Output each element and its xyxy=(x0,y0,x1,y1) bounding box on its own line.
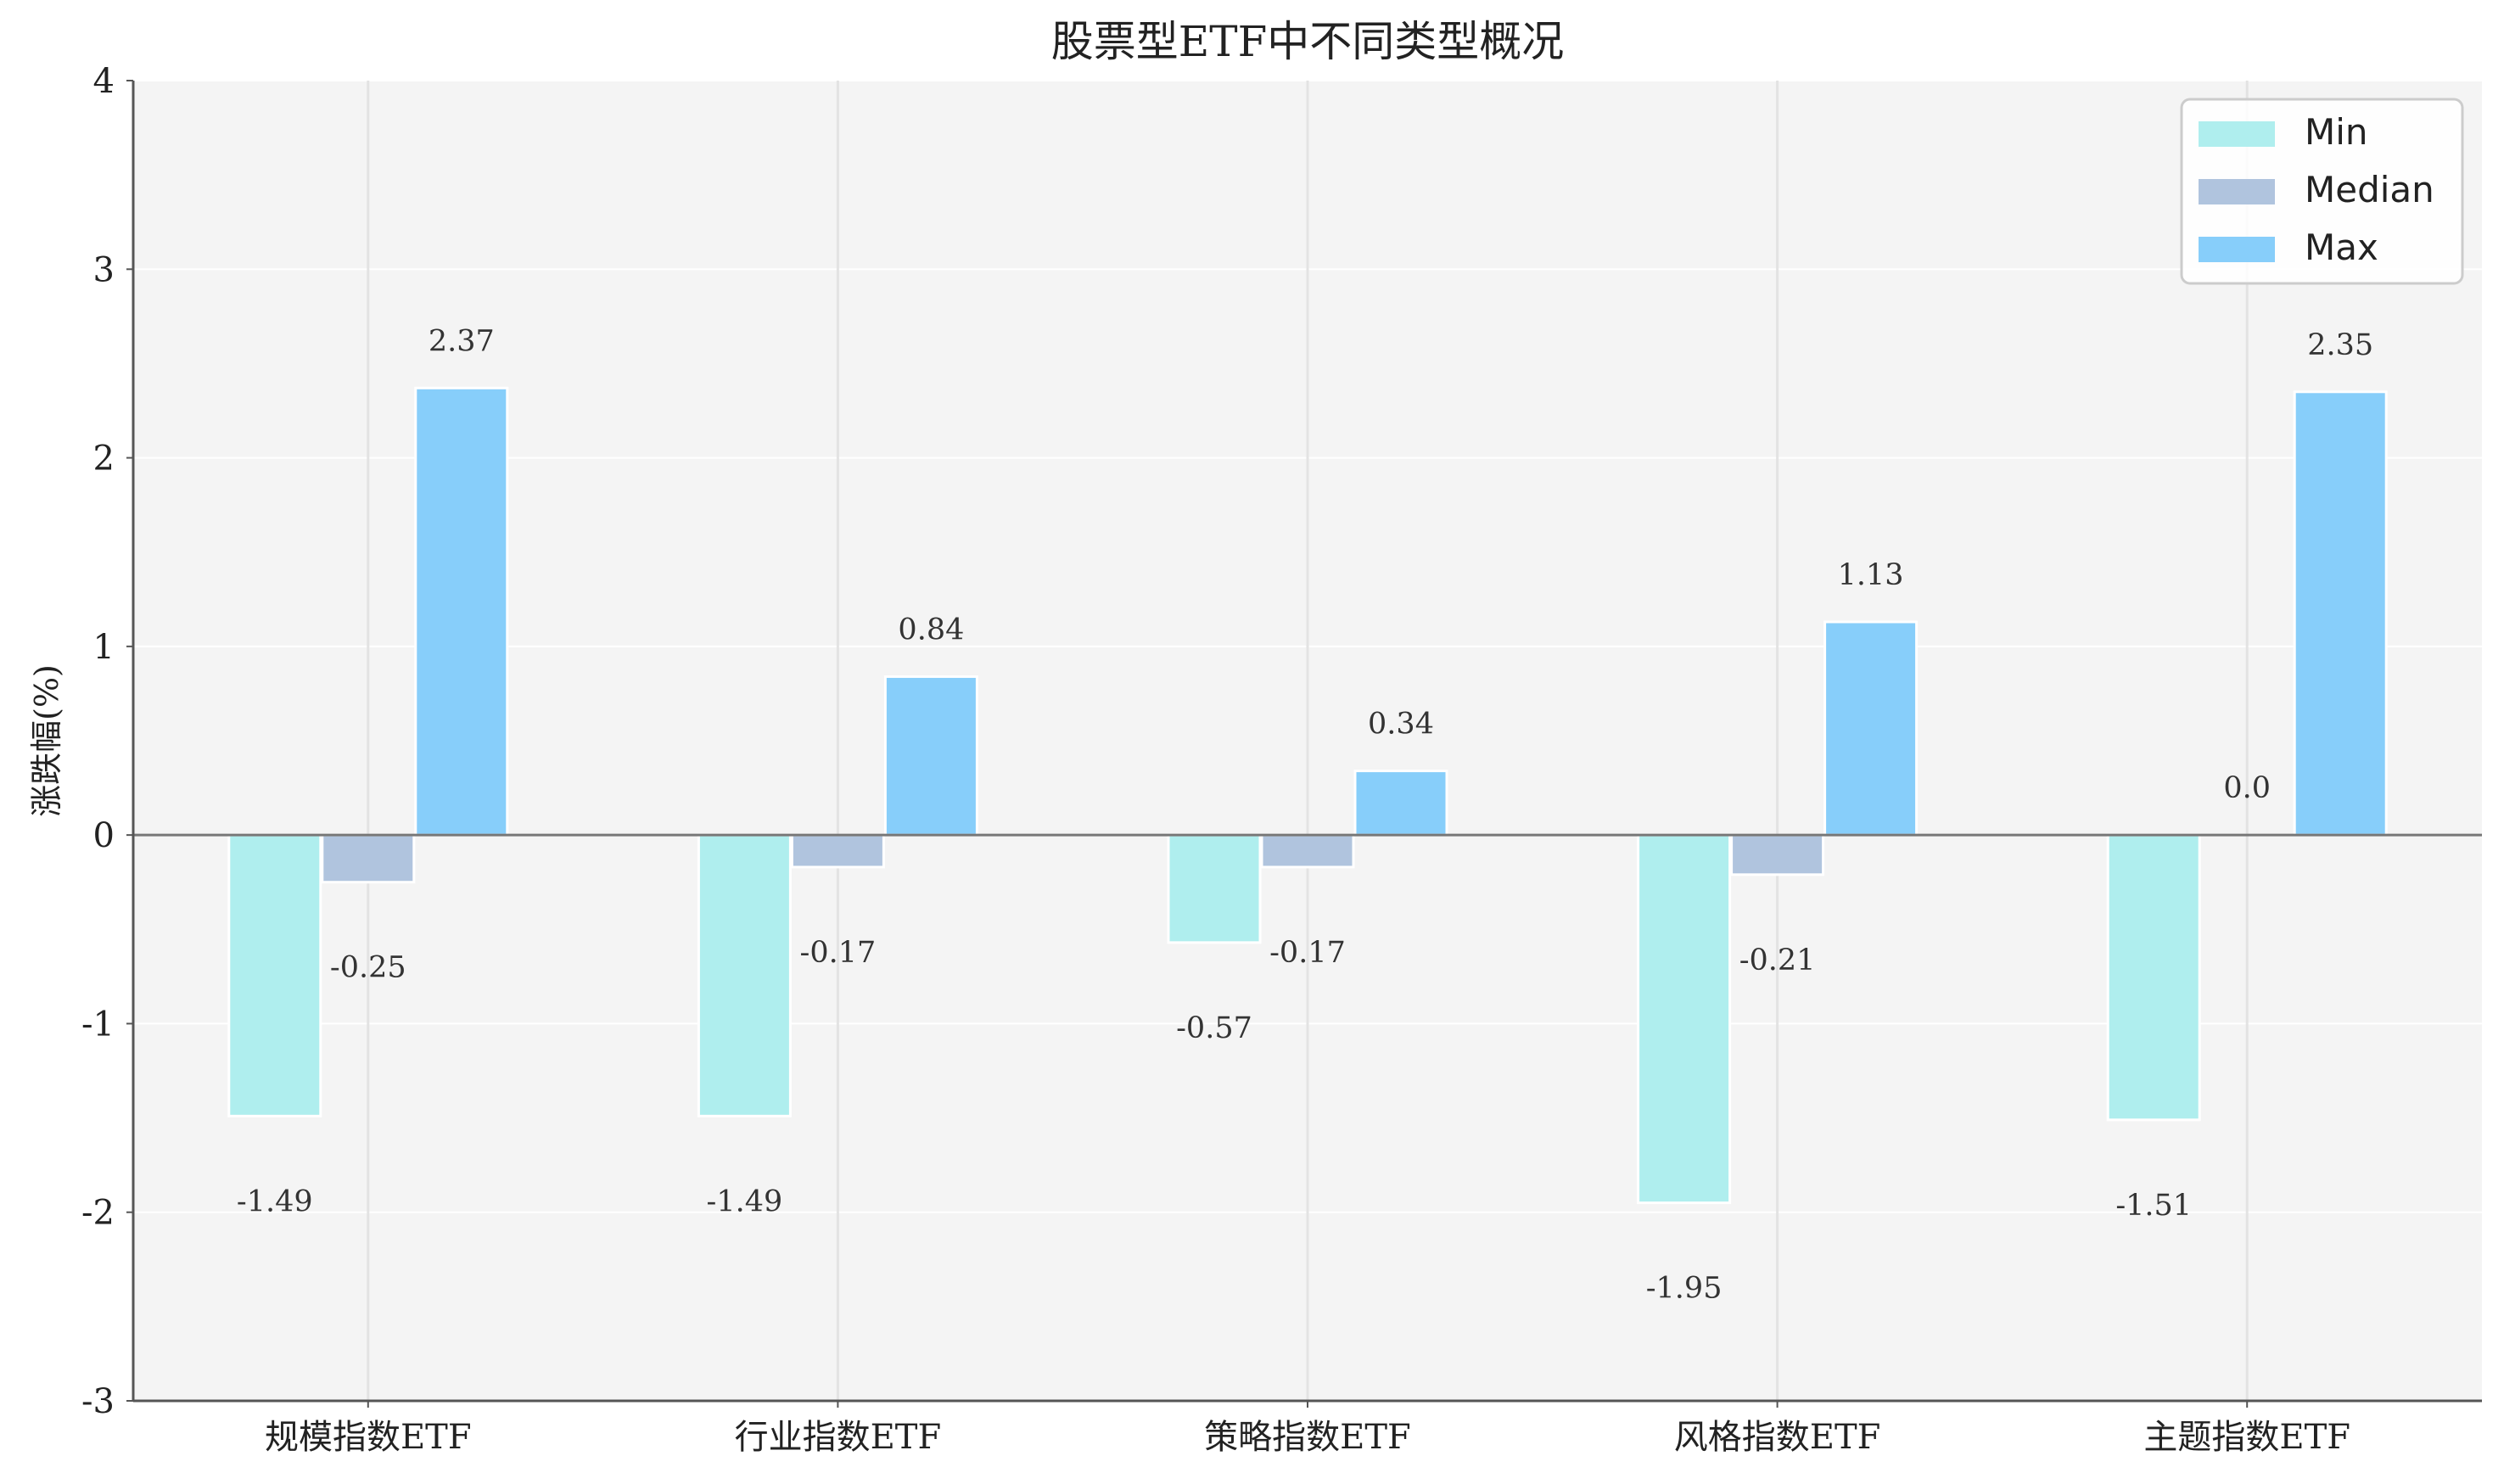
data-label: 0.0 xyxy=(2223,771,2271,805)
y-tick-label: 3 xyxy=(93,250,115,289)
data-label: -0.17 xyxy=(800,936,877,970)
axes: -3 -2 -1 0 1 2 3 4 规模指数ETF 行业指数ETF 策略指数ETF 风格指数ETF 主… xyxy=(81,62,2482,1457)
bar-median xyxy=(321,833,416,884)
data-label: 2.37 xyxy=(429,324,495,358)
legend-label: Median xyxy=(2305,169,2434,210)
data-label: -0.25 xyxy=(330,951,406,985)
bar-min xyxy=(1167,833,1262,944)
legend: Min Median Max xyxy=(2180,98,2464,285)
x-tick-label: 规模指数ETF xyxy=(265,1418,472,1457)
data-label: 0.34 xyxy=(1368,708,1434,742)
data-label: -1.49 xyxy=(237,1184,313,1218)
y-tick-label: -1 xyxy=(81,1005,115,1044)
y-tick-label: 4 xyxy=(93,62,115,101)
bar-max xyxy=(1353,770,1448,837)
legend-swatch xyxy=(2199,237,2275,262)
data-label: -0.17 xyxy=(1269,936,1346,970)
y-tick-label: -3 xyxy=(81,1382,115,1421)
data-label: 2.35 xyxy=(2307,328,2373,362)
legend-swatch xyxy=(2199,121,2275,147)
bar-max xyxy=(883,675,978,837)
y-tick-label: -2 xyxy=(81,1194,115,1233)
bar-min xyxy=(2106,833,2201,1122)
legend-label: Max xyxy=(2305,227,2378,268)
bar-median xyxy=(1260,833,1355,869)
bar-max xyxy=(2293,390,2388,837)
bar-min xyxy=(697,833,792,1117)
data-label: -1.51 xyxy=(2115,1189,2192,1223)
y-tick-label: 1 xyxy=(93,628,115,667)
x-tick-label: 主题指数ETF xyxy=(2143,1418,2350,1457)
bars xyxy=(227,386,2388,1205)
y-tick-label: 0 xyxy=(93,816,115,855)
data-label: 0.84 xyxy=(898,613,964,647)
bar-min xyxy=(1637,833,1732,1205)
grid xyxy=(133,80,2482,1402)
data-label: 1.13 xyxy=(1838,558,1904,592)
bar-max xyxy=(1823,620,1919,837)
bar-median xyxy=(790,833,885,869)
legend-swatch xyxy=(2199,179,2275,204)
data-label: -0.57 xyxy=(1176,1011,1252,1045)
y-tick-label: 2 xyxy=(93,440,115,479)
legend-label: Min xyxy=(2305,111,2368,153)
bar-min xyxy=(227,833,322,1117)
bar-median xyxy=(1730,833,1825,876)
chart-title: 股票型ETF中不同类型概况 xyxy=(1051,17,1565,66)
data-labels: -1.49 -1.49 -0.57 -1.95 -1.51 -0.25 -0.17 -0.17… xyxy=(237,324,2373,1305)
data-label: -0.21 xyxy=(1739,944,1816,977)
data-label: -1.49 xyxy=(707,1184,783,1218)
x-tick-label: 行业指数ETF xyxy=(735,1418,942,1457)
x-tick-label: 风格指数ETF xyxy=(1674,1418,1881,1457)
bar-max xyxy=(414,386,509,837)
y-axis-label: 涨跌幅(%) xyxy=(28,664,65,817)
x-tick-label: 策略指数ETF xyxy=(1204,1418,1411,1457)
data-label: -1.95 xyxy=(1646,1272,1723,1306)
